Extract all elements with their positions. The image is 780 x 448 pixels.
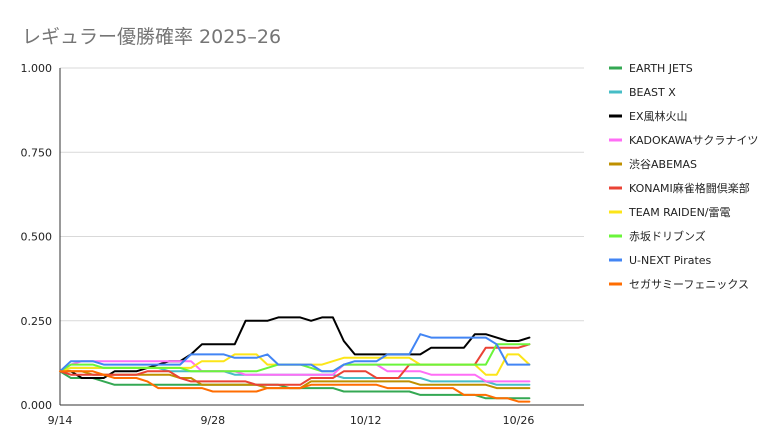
y-tick-label: 0.500 (21, 231, 53, 244)
y-tick-label: 0.750 (21, 146, 53, 159)
legend-swatch (609, 90, 622, 94)
x-tick-label: 9/28 (200, 414, 225, 427)
legend-swatch (609, 186, 622, 190)
x-tick-label: 10/12 (350, 414, 382, 427)
x-tick-label: 10/26 (503, 414, 535, 427)
axes: 0.000 0.250 0.500 0.750 1.000 9/14 9/28 10/12 10… (21, 62, 535, 427)
legend-label: EARTH JETS (629, 62, 693, 75)
grid (60, 67, 584, 406)
y-tick-label: 0.250 (21, 315, 53, 328)
series-line (59, 316, 531, 379)
legend-label: 赤坂ドリブンズ (629, 229, 706, 243)
legend-swatch (609, 282, 622, 286)
legend-label: TEAM RAIDEN/雷電 (628, 206, 731, 219)
legend-swatch (609, 234, 622, 238)
legend-swatch (609, 138, 622, 142)
legend-swatch (609, 162, 622, 166)
legend-swatch (609, 210, 622, 214)
chart-title: レギュラー優勝確率 2025–26 (22, 26, 282, 48)
series-lines (59, 316, 531, 403)
legend-label: EX風林火山 (629, 109, 688, 123)
series-line (59, 370, 531, 403)
legend-swatch (609, 258, 622, 262)
legend-label: KONAMI麻雀格闘倶楽部 (629, 181, 750, 195)
series-line (59, 333, 531, 373)
legend-label: U-NEXT Pirates (629, 254, 712, 267)
series-line (59, 360, 531, 383)
legend-label: 渋谷ABEMAS (629, 158, 697, 171)
legend-label: BEAST X (629, 86, 676, 99)
legend: EARTH JETS BEAST X EX風林火山 KADOKAWAサクラナイツ渋谷A… (609, 62, 758, 291)
legend-label: セガサミーフェニックス (629, 278, 749, 291)
legend-swatch (609, 114, 622, 118)
y-tick-label: 1.000 (21, 62, 53, 75)
legend-label: KADOKAWAサクラナイツ (629, 134, 758, 147)
legend-swatch (609, 66, 622, 70)
x-tick-label: 9/14 (48, 414, 73, 427)
y-tick-label: 0.000 (21, 399, 53, 412)
